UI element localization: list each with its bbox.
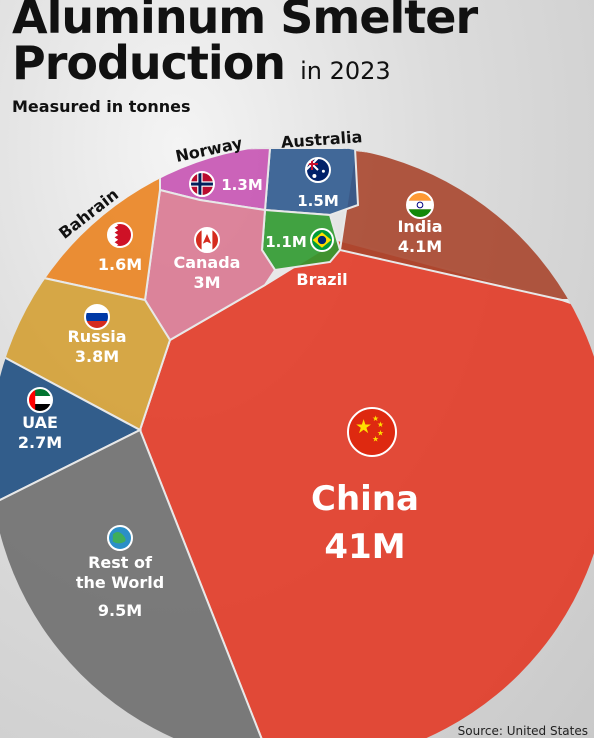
country-name-brazil: Brazil xyxy=(296,270,347,289)
country-name-china: China xyxy=(311,479,419,519)
country-name-australia: Australia xyxy=(280,127,363,152)
globe-icon xyxy=(107,525,133,551)
country-name-rest-of-the-world-line-1: Rest of xyxy=(88,553,153,572)
title-suffix: in 2023 xyxy=(300,57,391,85)
country-name-uae: UAE xyxy=(22,413,58,432)
chart-title: Aluminum Smelter Production in 2023 xyxy=(12,0,478,94)
value-label-canada: 3M xyxy=(193,273,220,292)
title-line-2-row: Production in 2023 xyxy=(12,40,477,94)
value-label-australia: 1.5M xyxy=(297,192,339,210)
source-note: Source: United States xyxy=(457,724,588,738)
svg-text:★: ★ xyxy=(372,435,379,444)
chart-subtitle: Measured in tonnes xyxy=(12,97,191,116)
svg-text:★: ★ xyxy=(377,420,384,429)
svg-text:★: ★ xyxy=(372,414,379,423)
flag-bahrain-icon xyxy=(107,222,133,248)
country-name-russia: Russia xyxy=(67,327,126,346)
value-label-china: 41M xyxy=(324,527,405,567)
value-label-india: 4.1M xyxy=(398,237,442,256)
country-name-canada: Canada xyxy=(174,253,241,272)
country-name-india: India xyxy=(397,217,442,236)
value-label-brazil: 1.1M xyxy=(265,233,307,251)
svg-text:★: ★ xyxy=(377,429,384,438)
flag-australia-icon xyxy=(305,157,331,183)
flag-india-icon xyxy=(406,191,434,219)
flag-canada-icon xyxy=(194,227,220,253)
label-group-brazil: Brazil 1.1M xyxy=(265,228,348,289)
title-line-2: Production xyxy=(12,36,286,90)
flag-china-icon xyxy=(347,407,397,457)
flag-uae-icon xyxy=(27,387,53,413)
flag-norway-icon xyxy=(189,171,215,197)
country-name-rest-of-the-world-line-2: the World xyxy=(76,573,164,592)
value-label-norway: 1.3M xyxy=(221,176,263,194)
value-label-russia: 3.8M xyxy=(75,347,119,366)
flag-russia-icon xyxy=(84,304,110,330)
value-label-bahrain: 1.6M xyxy=(98,255,142,274)
svg-text:★: ★ xyxy=(355,415,372,438)
value-label-uae: 2.7M xyxy=(18,433,62,452)
title-line-1: Aluminum Smelter xyxy=(12,0,478,44)
flag-brazil-icon xyxy=(310,228,334,252)
value-label-rest-of-the-world: 9.5M xyxy=(98,601,142,620)
